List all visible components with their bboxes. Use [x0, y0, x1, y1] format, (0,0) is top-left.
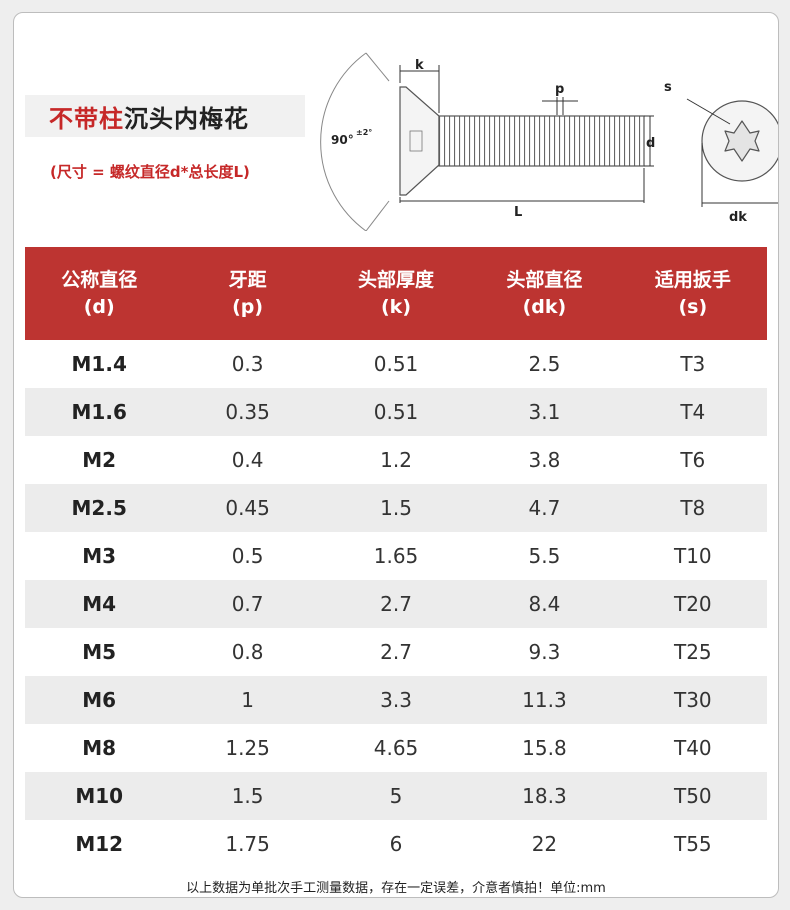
table-row: M1.6 0.35 0.51 3.1 T4 [25, 388, 767, 436]
cell-wrench: T3 [680, 352, 706, 376]
cell-diameter: M3 [82, 544, 117, 568]
p-label: p [555, 82, 564, 97]
table-row: M5 0.8 2.7 9.3 T25 [25, 628, 767, 676]
cell-pitch: 0.7 [231, 592, 264, 616]
cell-pitch: 0.5 [231, 544, 264, 568]
cell-head-thickness: 5 [389, 784, 403, 808]
cell-head-diameter: 3.8 [528, 448, 561, 472]
header-pitch: 牙距 (p) [228, 268, 267, 318]
torx-recess-side [409, 130, 423, 152]
cell-wrench: T40 [673, 736, 712, 760]
cell-diameter: M1.4 [71, 352, 127, 376]
cell-diameter: M8 [82, 736, 117, 760]
cell-wrench: T30 [673, 688, 712, 712]
cell-wrench: T50 [673, 784, 712, 808]
cell-diameter: M10 [75, 784, 124, 808]
table-row: M2 0.4 1.2 3.8 T6 [25, 436, 767, 484]
cell-wrench: T25 [673, 640, 712, 664]
angle-arc [320, 52, 367, 231]
cell-wrench: T20 [673, 592, 712, 616]
cell-wrench: T55 [673, 832, 712, 856]
k-label: k [415, 58, 424, 73]
cell-diameter: M2.5 [71, 496, 127, 520]
screw-diagram: 90° ±2° k p d L s dk [320, 52, 778, 231]
header-wrench: 适用扳手 (s) [654, 268, 731, 318]
cell-head-diameter: 8.4 [528, 592, 561, 616]
cell-pitch: 0.4 [231, 448, 264, 472]
header-head-thickness: 头部厚度 (k) [358, 268, 435, 318]
spec-table: 公称直径 (d) 牙距 (p) 头部厚度 (k) 头部直径 (dk) 适用扳手 (s) M… [25, 247, 767, 868]
cell-head-thickness: 2.7 [380, 640, 412, 664]
s-leader [686, 98, 731, 125]
cell-head-thickness: 0.51 [373, 400, 419, 424]
angle-line-top [365, 52, 390, 82]
title-highlight: 不带柱 [49, 104, 124, 133]
cell-head-thickness: 1.5 [380, 496, 412, 520]
table-row: M12 1.75 6 22 T55 [25, 820, 767, 868]
cell-head-thickness: 3.3 [380, 688, 412, 712]
size-formula-note: (尺寸 = 螺纹直径d*总长度L) [50, 163, 250, 181]
cell-pitch: 1.75 [225, 832, 270, 856]
cell-head-diameter: 18.3 [522, 784, 567, 808]
cell-pitch: 1 [241, 688, 254, 712]
table-row: M1.4 0.3 0.51 2.5 T3 [25, 340, 767, 388]
angle-tolerance-label: ±2° [356, 128, 372, 137]
cell-head-diameter: 3.1 [528, 400, 561, 424]
cell-head-diameter: 2.5 [528, 352, 561, 376]
cell-pitch: 0.8 [231, 640, 264, 664]
L-label: L [514, 205, 522, 220]
measurement-disclaimer: 以上数据为单批次手工测量数据，存在一定误差，介意者慎拍！单位:mm [186, 881, 606, 896]
screw-head [399, 86, 440, 196]
cell-head-thickness: 4.65 [373, 736, 419, 760]
dk-label: dk [729, 210, 747, 225]
cell-pitch: 0.45 [225, 496, 270, 520]
cell-head-diameter: 15.8 [522, 736, 567, 760]
title-main: 沉头内梅花 [124, 104, 249, 133]
table-row: M10 1.5 5 18.3 T50 [25, 772, 767, 820]
cell-head-thickness: 1.65 [373, 544, 419, 568]
s-label: s [664, 80, 672, 95]
table-body: M1.4 0.3 0.51 2.5 T3 M1.6 0.35 0.51 3.1 T4 M2 0.4… [25, 340, 767, 868]
cell-head-diameter: 5.5 [528, 544, 561, 568]
table-header: 公称直径 (d) 牙距 (p) 头部厚度 (k) 头部直径 (dk) 适用扳手 (s) [25, 247, 767, 340]
d-label: d [646, 136, 655, 151]
cell-diameter: M6 [82, 688, 117, 712]
cell-diameter: M2 [82, 448, 117, 472]
angle-line-bottom [365, 200, 390, 231]
cell-diameter: M5 [82, 640, 117, 664]
cell-pitch: 0.3 [231, 352, 264, 376]
cell-wrench: T6 [680, 448, 706, 472]
cell-head-diameter: 22 [531, 832, 558, 856]
screw-shank [438, 115, 645, 167]
cell-head-diameter: 9.3 [528, 640, 561, 664]
angle-label: 90° [331, 133, 354, 147]
product-title: 不带柱 沉头内梅花 [25, 95, 305, 137]
cell-head-thickness: 2.7 [380, 592, 412, 616]
cell-head-diameter: 11.3 [522, 688, 567, 712]
table-row: M6 1 3.3 11.3 T30 [25, 676, 767, 724]
cell-head-thickness: 6 [389, 832, 403, 856]
table-row: M3 0.5 1.65 5.5 T10 [25, 532, 767, 580]
cell-head-thickness: 1.2 [380, 448, 412, 472]
cell-pitch: 1.5 [231, 784, 264, 808]
table-row: M4 0.7 2.7 8.4 T20 [25, 580, 767, 628]
cell-wrench: T4 [680, 400, 706, 424]
cell-diameter: M12 [75, 832, 124, 856]
cell-pitch: 1.25 [225, 736, 270, 760]
torx-recess-icon [724, 120, 760, 162]
cell-diameter: M4 [82, 592, 117, 616]
spec-card: 不带柱 沉头内梅花 (尺寸 = 螺纹直径d*总长度L) 90° ±2° k p [13, 12, 779, 898]
cell-wrench: T8 [680, 496, 706, 520]
cell-pitch: 0.35 [225, 400, 270, 424]
cell-diameter: M1.6 [71, 400, 127, 424]
table-row: M2.5 0.45 1.5 4.7 T8 [25, 484, 767, 532]
cell-head-thickness: 0.51 [373, 352, 419, 376]
header-head-diameter: 头部直径 (dk) [506, 268, 583, 318]
cell-wrench: T10 [673, 544, 712, 568]
cell-head-diameter: 4.7 [528, 496, 561, 520]
table-row: M8 1.25 4.65 15.8 T40 [25, 724, 767, 772]
header-diameter: 公称直径 (d) [61, 268, 138, 318]
